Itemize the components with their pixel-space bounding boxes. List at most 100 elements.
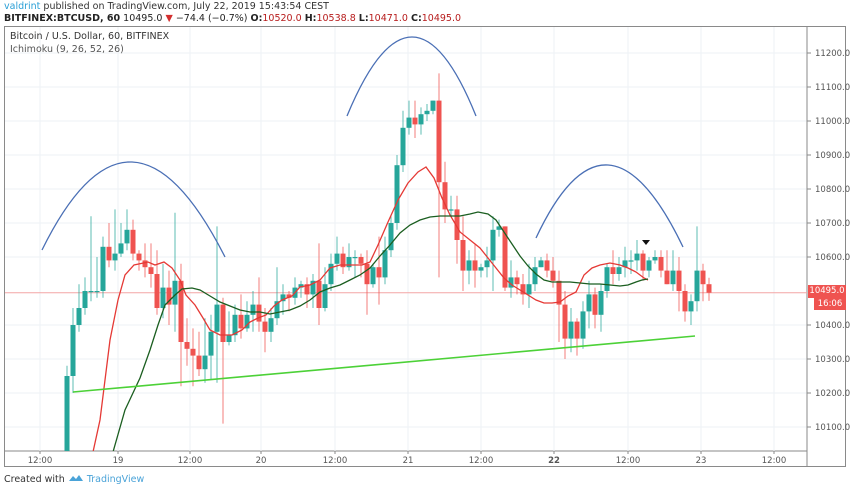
candle-up [322, 284, 328, 308]
candle-up [124, 229, 130, 244]
candle-down [178, 280, 184, 342]
candle-up [202, 355, 208, 370]
x-axis-label: 12:00 [762, 456, 787, 466]
y-axis-label: 10800.0 [815, 185, 850, 195]
candle-down [154, 274, 160, 308]
y-axis-label: 11200.0 [815, 49, 850, 59]
candle-up [532, 267, 538, 285]
candle-up [622, 260, 628, 268]
candle-down [700, 270, 706, 285]
candle-down [262, 321, 268, 332]
author-link[interactable]: valdrint [4, 1, 41, 12]
x-axis-label: 19 [113, 456, 124, 466]
candle-down [148, 267, 154, 274]
low-label: L: [358, 13, 369, 24]
down-arrow-icon: ▼ [165, 13, 173, 24]
candle-up [526, 284, 532, 295]
y-axis-label: 11000.0 [815, 117, 850, 127]
close-value: 10495.0 [421, 13, 462, 24]
last-price: 10495.0 [123, 13, 163, 24]
candle-up [232, 314, 238, 336]
candle-up [334, 253, 340, 264]
candle-down [304, 284, 310, 295]
candle-down [472, 260, 478, 271]
neckline-trendline [72, 335, 696, 393]
candle-down [436, 100, 442, 183]
candle-down [364, 263, 370, 285]
candle-up [64, 376, 70, 451]
open-value: 10520.0 [262, 13, 302, 24]
y-axis-label: 10300.0 [815, 355, 850, 365]
candle-down [460, 240, 466, 271]
candle-down [592, 294, 598, 315]
candle-up [694, 270, 700, 302]
candle-up [490, 229, 496, 261]
created-with-text: Created with [4, 474, 68, 485]
candle-down [358, 257, 364, 264]
candle-down [454, 209, 460, 240]
candle-down [316, 280, 322, 308]
candle-down [142, 260, 148, 268]
candle-down [658, 257, 664, 271]
candle-up [406, 117, 412, 128]
candle-up [268, 318, 274, 332]
candle-up [604, 267, 610, 291]
candle-up [244, 314, 250, 329]
base-line [112, 211, 649, 451]
indicator-legend[interactable]: Ichimoku (9, 26, 52, 26) [10, 44, 124, 55]
x-axis-label: 22 [548, 456, 560, 466]
conversion-line [92, 166, 649, 451]
candle-down [544, 260, 550, 271]
candle-down [574, 321, 580, 339]
y-axis-label: 10700.0 [815, 219, 850, 229]
candle-up [250, 304, 256, 315]
tradingview-link[interactable]: TradingView [86, 474, 145, 485]
candle-up [94, 291, 100, 293]
candle-up [466, 260, 472, 271]
candle-up [370, 267, 376, 285]
candle-up [226, 335, 232, 342]
candle-down [562, 304, 568, 339]
tradingview-logo-icon [68, 475, 83, 481]
candle-down [166, 287, 172, 305]
candle-up [568, 321, 574, 339]
candle-up [496, 226, 502, 230]
candle-up [382, 250, 388, 278]
candle-up [298, 284, 304, 288]
plot-area[interactable] [5, 36, 807, 490]
candle-up [76, 308, 82, 325]
candle-down [556, 280, 562, 305]
x-axis-label: 23 [696, 456, 707, 466]
candle-up [430, 100, 436, 111]
bar-countdown-tag: 16:06 [814, 298, 846, 310]
y-axis-label: 10900.0 [815, 151, 850, 161]
candle-down [190, 348, 196, 356]
x-axis-label: 12:00 [28, 456, 53, 466]
close-label: C: [410, 13, 422, 24]
candle-up [160, 287, 166, 308]
change-value: −74.4 (−0.7%) [175, 13, 248, 24]
candle-up [508, 277, 514, 288]
ohlc-bar: BITFINEX:BTCUSD, 60 10495.0 ▼ −74.4 (−0.… [4, 13, 461, 24]
candle-up [118, 243, 124, 254]
candle-up [628, 260, 634, 262]
candle-up [172, 280, 178, 305]
candle-up [670, 270, 676, 285]
candle-up [388, 223, 394, 251]
candle-up [400, 127, 406, 166]
candle-down [136, 253, 142, 261]
candle-up [82, 291, 88, 308]
left-shoulder-arc [41, 161, 226, 258]
candle-down [130, 229, 136, 254]
candle-down [502, 226, 508, 288]
candle-up [646, 260, 652, 271]
candle-down [682, 291, 688, 312]
candle-down [184, 342, 190, 349]
head-arc [346, 36, 477, 117]
candle-up [394, 165, 400, 223]
candle-up [112, 253, 118, 261]
candle-down [376, 267, 382, 278]
x-axis-label: 20 [256, 456, 267, 466]
candle-up [100, 246, 106, 291]
